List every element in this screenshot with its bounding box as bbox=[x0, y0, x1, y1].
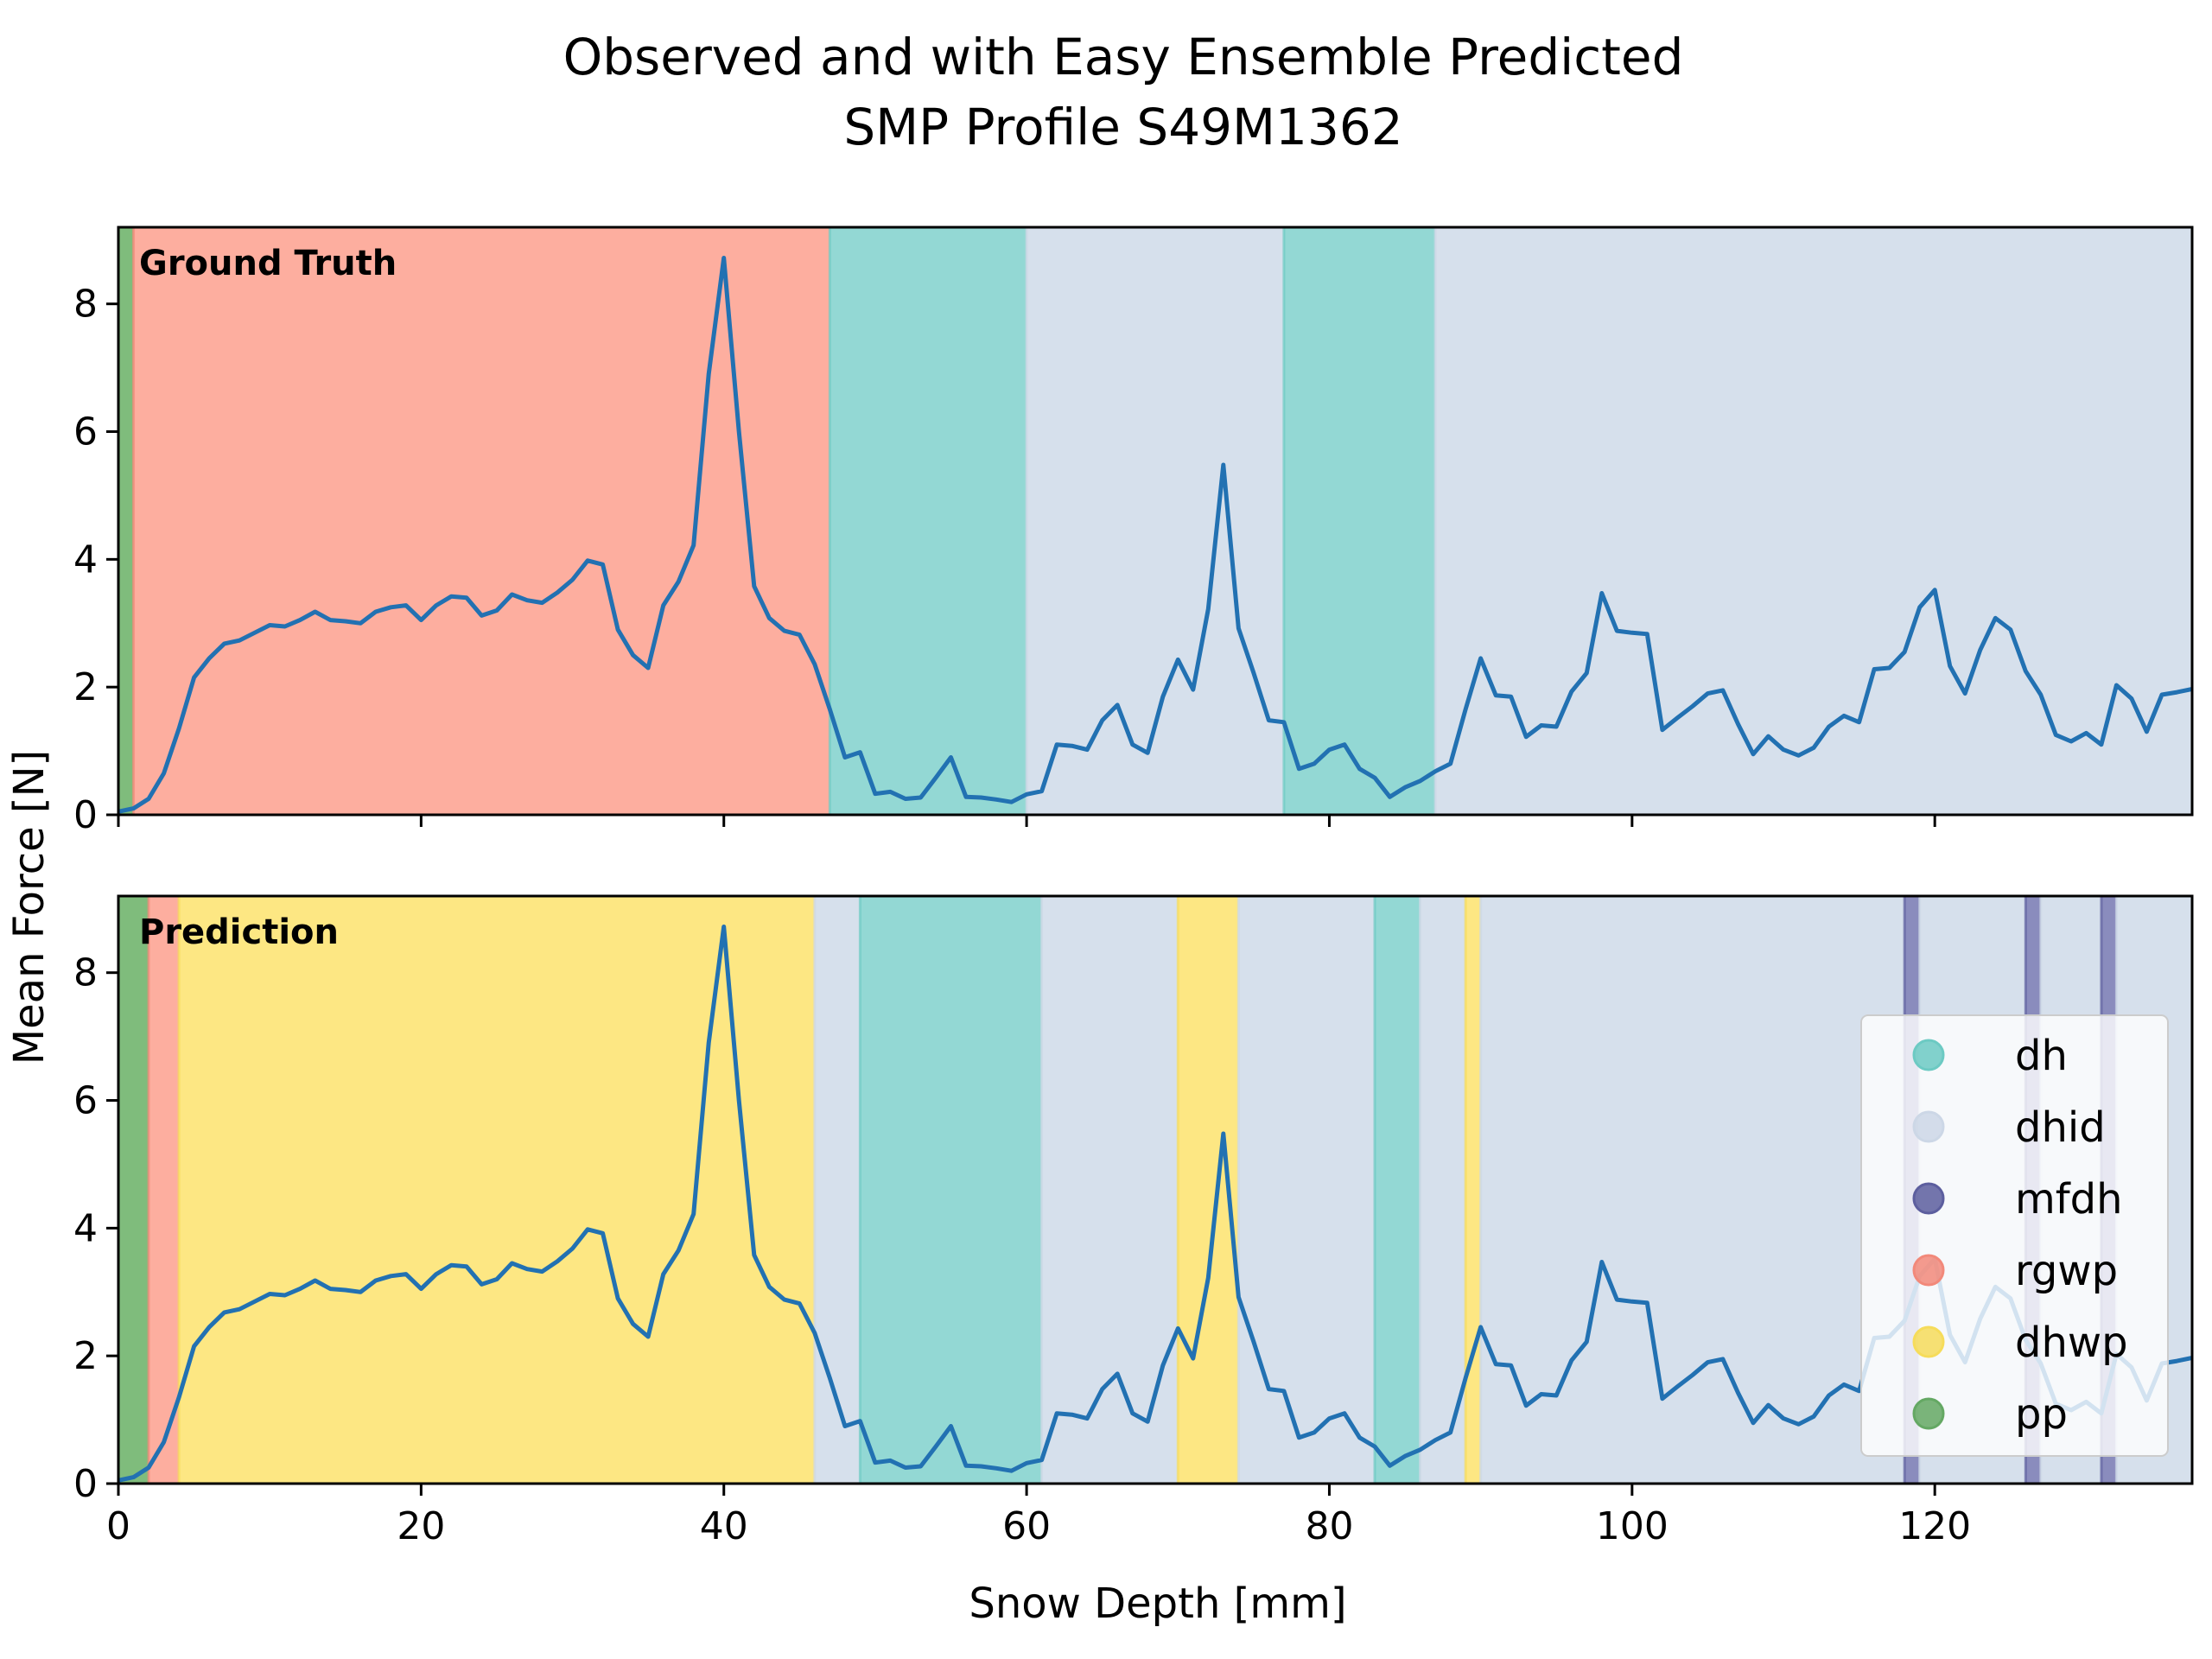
y-tick-label: 2 bbox=[73, 1334, 98, 1378]
legend-item-dh: dh bbox=[1912, 1032, 2068, 1080]
segment-dh bbox=[860, 896, 1042, 1484]
legend-marker-mfdh bbox=[1912, 1182, 1945, 1215]
legend-label: rgwp bbox=[2015, 1247, 2118, 1295]
legend-marker-rgwp bbox=[1912, 1254, 1945, 1287]
segment-dh bbox=[1283, 227, 1436, 815]
y-tick-label: 6 bbox=[73, 1079, 98, 1123]
axes-frame bbox=[117, 226, 2194, 817]
legend-marker-dhwp bbox=[1912, 1325, 1945, 1358]
chart-title: Observed and with Easy Ensemble Predicte… bbox=[563, 28, 1684, 86]
legend-marker-pp bbox=[1912, 1397, 1945, 1430]
ground-truth-panel: 0 2 4 6 8 Ground Truth bbox=[73, 226, 2194, 837]
segment-dhid bbox=[1480, 896, 1905, 1484]
y-tick-label: 8 bbox=[73, 951, 98, 995]
segment-dh bbox=[1375, 896, 1421, 1484]
y-tick-label: 6 bbox=[73, 410, 98, 454]
x-tick-label: 100 bbox=[1596, 1504, 1669, 1548]
legend-item-rgwp: rgwp bbox=[1912, 1247, 2118, 1295]
y-tick-label: 2 bbox=[73, 665, 98, 709]
segment-dhid bbox=[1041, 896, 1179, 1484]
legend-item-pp: pp bbox=[1912, 1390, 2068, 1439]
legend-marker-dh bbox=[1912, 1039, 1945, 1071]
x-axis-label: Snow Depth [mm] bbox=[969, 1580, 1346, 1628]
segment-pp bbox=[118, 896, 149, 1484]
legend-item-dhwp: dhwp bbox=[1912, 1319, 2128, 1367]
legend: dh dhid mfdh rgwp dhwp pp bbox=[1860, 1014, 2169, 1457]
axes-frame bbox=[117, 894, 2194, 1485]
segment-dhid bbox=[814, 896, 861, 1484]
mean-force-line bbox=[118, 256, 2192, 814]
y-tick-label: 0 bbox=[73, 1462, 98, 1506]
x-tick-label: 0 bbox=[106, 1504, 130, 1548]
legend-marker-dhid bbox=[1912, 1110, 1945, 1143]
x-tick-label: 40 bbox=[700, 1504, 748, 1548]
segment-dhid bbox=[1238, 896, 1376, 1484]
x-tick-label: 80 bbox=[1305, 1504, 1353, 1548]
legend-label: pp bbox=[2015, 1390, 2068, 1439]
segment-pp bbox=[118, 227, 134, 815]
plot-area bbox=[118, 227, 2192, 815]
mean-force-line bbox=[118, 925, 2192, 1483]
legend-item-dhid: dhid bbox=[1912, 1103, 2106, 1152]
legend-label: dhid bbox=[2015, 1103, 2106, 1152]
segment-rgwp bbox=[149, 896, 180, 1484]
x-tick-label: 20 bbox=[397, 1504, 445, 1548]
y-tick-label: 4 bbox=[73, 537, 98, 582]
segment-rgwp bbox=[133, 227, 830, 815]
segment-dhwp bbox=[179, 896, 815, 1484]
panel-label: Ground Truth bbox=[139, 244, 397, 283]
segment-dhid bbox=[1420, 896, 1466, 1484]
x-tick-label: 60 bbox=[1002, 1504, 1051, 1548]
legend-item-mfdh: mfdh bbox=[1912, 1175, 2123, 1224]
segment-dh bbox=[830, 227, 1027, 815]
segment-dhwp bbox=[1465, 896, 1481, 1484]
y-axis-label: Mean Force [N] bbox=[5, 750, 54, 1065]
y-tick-label: 0 bbox=[73, 793, 98, 837]
legend-label: dhwp bbox=[2015, 1319, 2128, 1367]
legend-label: mfdh bbox=[2015, 1175, 2123, 1224]
panel-label: Prediction bbox=[139, 912, 339, 952]
x-tick-label: 120 bbox=[1898, 1504, 1971, 1548]
legend-label: dh bbox=[2015, 1032, 2068, 1080]
y-tick-label: 8 bbox=[73, 283, 98, 327]
chart-subtitle: SMP Profile S49M1362 bbox=[843, 98, 1402, 156]
y-tick-label: 4 bbox=[73, 1206, 98, 1250]
